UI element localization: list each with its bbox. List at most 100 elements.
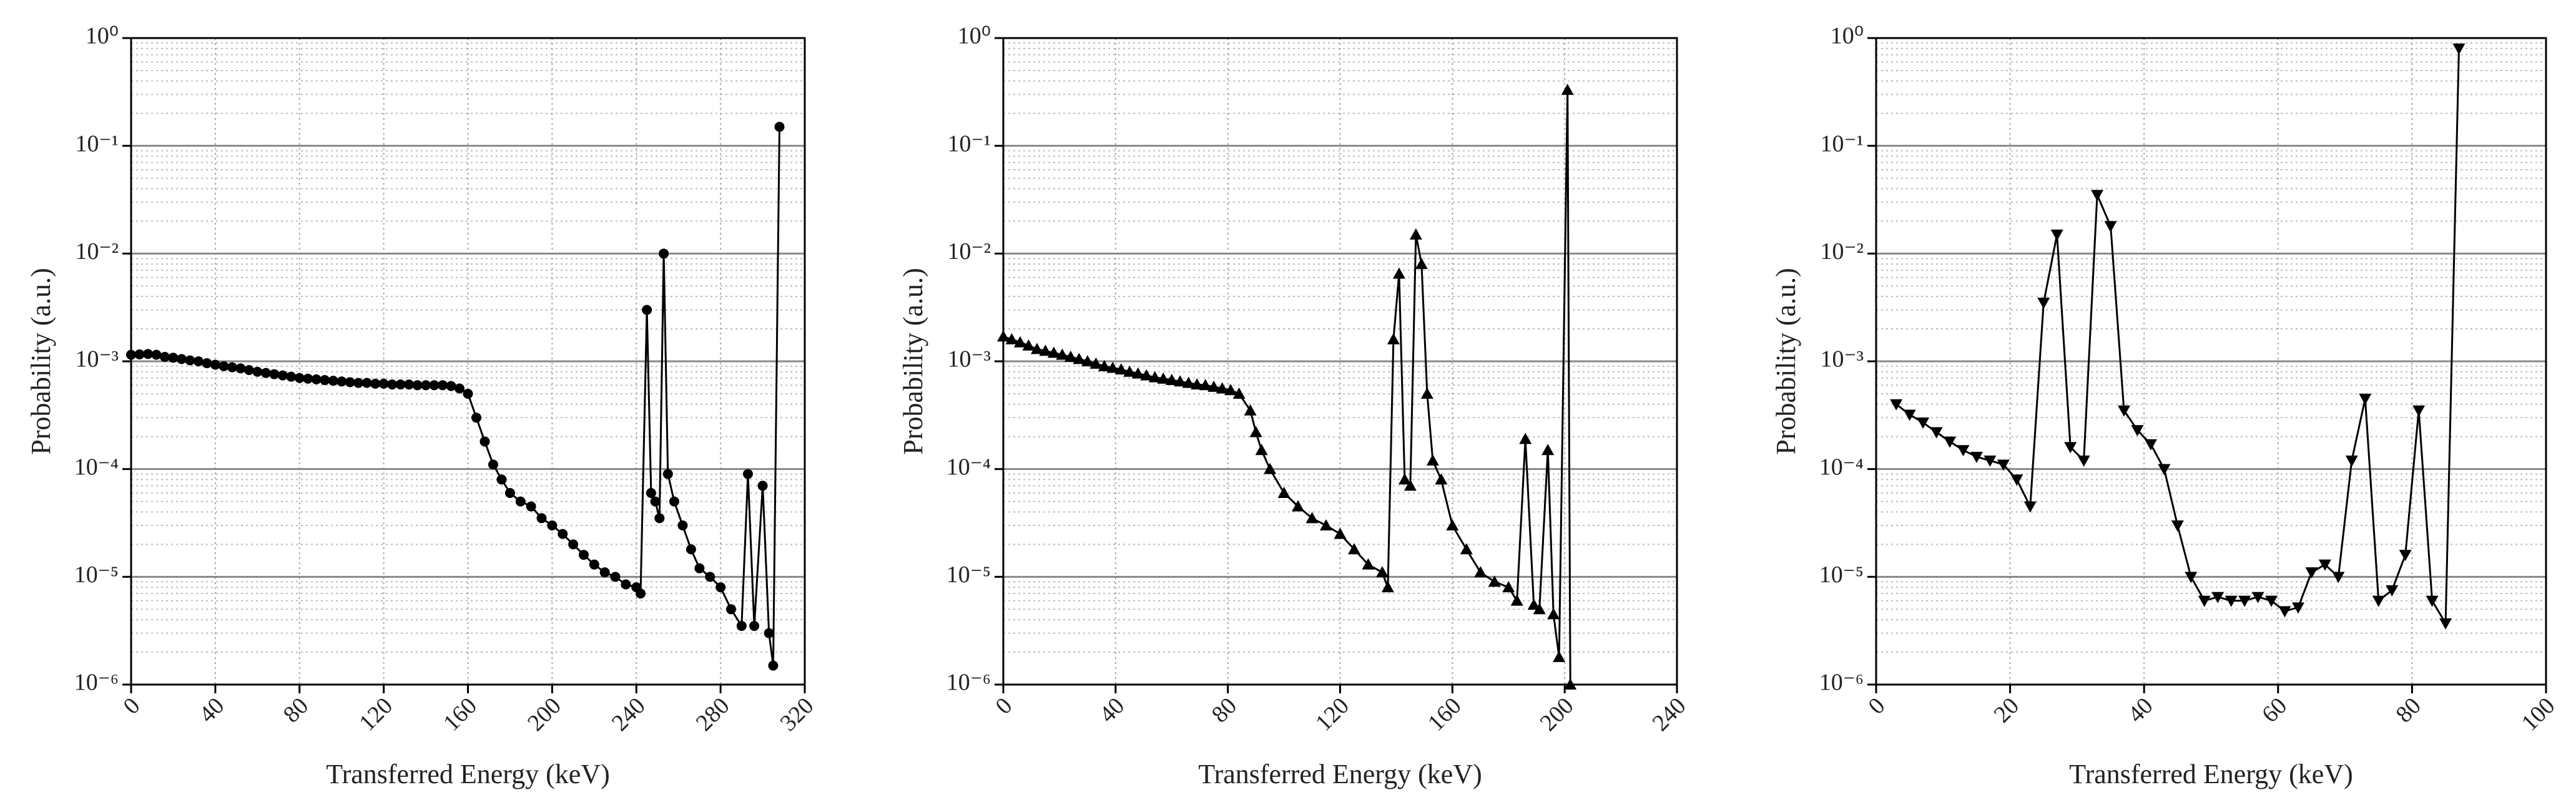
marker <box>768 660 779 671</box>
marker <box>455 383 465 394</box>
marker <box>1098 359 1111 371</box>
marker <box>669 496 679 507</box>
x-tick-label: 20 <box>1989 693 2025 728</box>
marker <box>438 380 448 391</box>
x-tick-label: 280 <box>691 693 735 736</box>
marker <box>1232 387 1246 399</box>
marker <box>1917 417 1930 429</box>
marker <box>2050 229 2063 241</box>
marker <box>1277 486 1290 498</box>
x-tick-label: 40 <box>2123 693 2158 728</box>
y-tick-label: 10⁻⁶ <box>74 670 119 696</box>
marker <box>2291 602 2304 614</box>
marker <box>1547 608 1560 620</box>
marker <box>2265 595 2278 607</box>
marker <box>243 364 254 375</box>
y-tick-label: 10⁻¹ <box>1821 130 1864 157</box>
x-tick-label: 80 <box>1207 693 1242 728</box>
marker <box>599 567 610 578</box>
marker <box>749 621 760 632</box>
marker <box>260 368 271 378</box>
marker <box>1165 374 1178 386</box>
marker <box>1207 380 1221 392</box>
marker <box>1255 444 1268 456</box>
marker <box>1519 432 1532 444</box>
marker <box>1013 336 1026 348</box>
marker <box>1944 436 1957 448</box>
marker <box>361 378 372 388</box>
marker <box>378 378 389 389</box>
marker <box>277 370 288 381</box>
marker <box>2386 585 2399 597</box>
x-tick-label: 60 <box>2257 693 2293 728</box>
x-axis-title: Transferred Energy (keV) <box>1198 759 1482 789</box>
marker <box>202 358 212 369</box>
marker <box>1347 543 1360 555</box>
marker <box>705 572 715 582</box>
x-tick-label: 0 <box>990 693 1017 720</box>
marker <box>151 349 162 360</box>
marker <box>1022 339 1035 351</box>
marker <box>1224 384 1237 396</box>
marker <box>677 520 688 530</box>
marker <box>2037 298 2050 310</box>
marker <box>1381 581 1394 593</box>
x-tick-label: 0 <box>1863 693 1890 720</box>
y-axis-title: Probability (a.u.) <box>898 268 928 454</box>
marker <box>568 539 579 550</box>
marker <box>1415 258 1428 270</box>
marker <box>646 487 656 498</box>
marker <box>2198 595 2211 607</box>
marker <box>1005 333 1018 344</box>
marker <box>659 248 669 259</box>
x-tick-label: 160 <box>1423 693 1467 736</box>
marker <box>1426 454 1439 466</box>
marker <box>1488 575 1501 587</box>
marker <box>2171 520 2184 532</box>
marker <box>488 459 498 470</box>
marker <box>142 349 153 359</box>
marker <box>1527 598 1540 610</box>
y-tick-label: 10⁰ <box>958 23 991 49</box>
marker <box>1039 344 1052 356</box>
x-tick-label: 240 <box>607 693 651 736</box>
marker <box>269 369 280 379</box>
marker <box>642 305 652 315</box>
marker <box>2332 572 2345 583</box>
marker <box>1392 267 1405 279</box>
x-axis-title: Transferred Energy (keV) <box>2069 759 2353 789</box>
marker <box>1106 361 1119 373</box>
marker <box>294 373 305 383</box>
marker <box>1387 333 1400 344</box>
marker <box>1216 382 1229 394</box>
y-tick-label: 10⁻² <box>948 238 991 265</box>
marker <box>134 349 145 359</box>
marker <box>1474 566 1487 578</box>
marker <box>2412 405 2426 417</box>
marker <box>1264 462 1277 474</box>
marker <box>1114 363 1128 375</box>
y-tick-label: 10⁻⁴ <box>74 454 119 480</box>
marker <box>1131 367 1144 379</box>
y-tick-label: 10⁰ <box>86 23 119 49</box>
marker <box>2064 442 2077 454</box>
x-tick-label: 320 <box>775 693 819 736</box>
y-tick-label: 10⁻¹ <box>76 130 119 157</box>
chart: 0 40 80 120 160 200 240 10⁻⁶ 10⁻⁵ 10⁻⁴ 10⁻³ 10⁻² 10⁻… <box>898 23 1691 789</box>
marker <box>686 544 696 555</box>
marker <box>1997 459 2010 471</box>
marker <box>1502 581 1515 593</box>
chart: 0 40 80 120 160 200 240 280 320 10⁻⁶ 10⁻⁵ 10⁻⁴ 10⁻³ 1… <box>26 23 819 789</box>
marker <box>496 474 507 485</box>
x-tick-label: 200 <box>1535 693 1579 736</box>
marker <box>1047 346 1060 358</box>
marker <box>235 363 246 374</box>
marker <box>387 379 398 390</box>
marker <box>662 469 673 479</box>
x-axis-title: Transferred Energy (keV) <box>326 759 610 789</box>
marker <box>1157 372 1170 384</box>
marker <box>1404 479 1417 491</box>
marker <box>1305 512 1319 524</box>
marker <box>1244 404 1257 416</box>
